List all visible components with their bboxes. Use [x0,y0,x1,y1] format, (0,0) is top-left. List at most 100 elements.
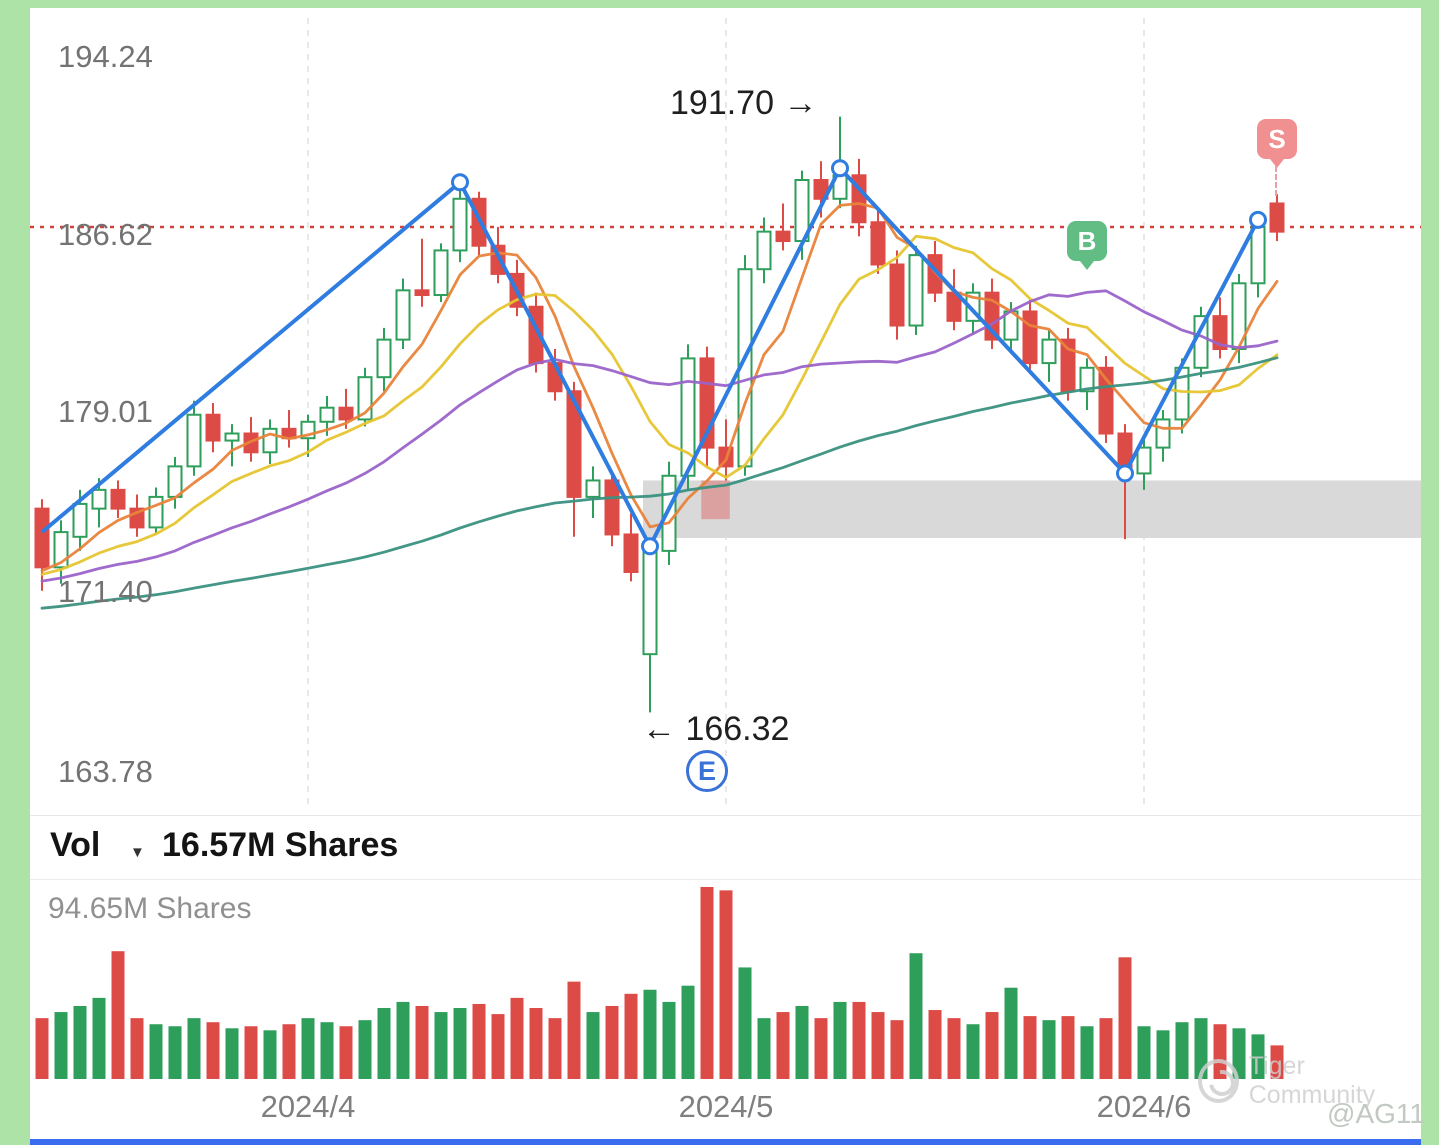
ma20-line [40,289,1279,583]
buy-badge[interactable]: B [1067,221,1107,270]
volume-bar [871,1012,885,1079]
sell-badge[interactable]: S [1257,119,1297,168]
candle-body [319,406,335,423]
trend-vertex [451,173,469,192]
candle-body [642,549,658,656]
candle-body [433,249,449,297]
watermark: Tiger Community [1198,1052,1421,1110]
trend-vertex [641,537,659,556]
volume-bar [54,1012,68,1079]
candle-body [72,502,88,538]
volume-bar [1270,1045,1284,1079]
candle-body [205,413,221,442]
volume-bar [586,1012,600,1079]
volume-bar [1251,1034,1265,1079]
watermark-text: Tiger Community [1248,1052,1376,1109]
volume-bar [111,951,125,1079]
volume-bar [548,1018,562,1079]
candles-layer [34,116,1285,713]
y-axis-label: 179.01 [58,394,153,429]
volume-bar [1232,1028,1246,1079]
volume-bar [206,1022,220,1079]
candle-body [224,432,240,442]
panel-divider [30,815,1421,816]
y-axis-label: 171.40 [58,574,153,609]
volume-bar [1023,1016,1037,1079]
volume-bar [985,1012,999,1079]
candle-body [452,197,468,252]
volume-bar [358,1020,372,1079]
volume-bar [776,1012,790,1079]
volume-bar [1099,1018,1113,1079]
candle-body [1212,315,1228,351]
volume-bar [396,1001,410,1079]
volume-bar [909,953,923,1079]
volume-bar [1004,987,1018,1079]
candle-body [604,479,620,536]
candle-body [148,495,164,529]
volume-bar [168,1026,182,1079]
volume-bar [453,1008,467,1079]
volume-bar [1118,957,1132,1079]
tiger-logo-icon [1198,1059,1239,1103]
trend-vertex [831,159,849,178]
volume-bar [1156,1030,1170,1079]
volume-bar [377,1008,391,1079]
candle-body [623,533,639,574]
volume-bar [510,997,524,1079]
volume-bar [928,1010,942,1079]
volume-bar [187,1018,201,1079]
candle-body [1155,418,1171,449]
x-axis-label: 2024/6 [1096,1089,1192,1124]
volume-bar [814,1018,828,1079]
user-handle: @AG11 [1327,1098,1425,1129]
x-axis-label: 2024/5 [678,1089,774,1124]
volume-bar [1080,1026,1094,1079]
volume-bar [1175,1022,1189,1079]
volume-bar [643,989,657,1079]
volume-bar [301,1018,315,1079]
volume-bar [852,1001,866,1079]
current-volume-value: 16.57M Shares [162,826,399,864]
volume-bar [73,1005,87,1079]
support-zone [643,480,1421,538]
candle-body [186,413,202,468]
candle-body [1041,338,1057,365]
y-axis-label: 186.62 [58,217,153,252]
candle-body [110,488,126,510]
volume-bar [567,981,581,1079]
volume-bar [35,1018,49,1079]
price-chart[interactable] [30,8,1421,818]
candle-body [34,507,50,569]
volume-scale-max: 94.65M Shares [48,892,252,925]
trend-vertex [1116,464,1134,483]
earnings-marker[interactable]: E [686,750,728,792]
volume-bar [890,1020,904,1079]
ma10-line [40,234,1279,576]
volume-chart[interactable] [30,879,1421,1139]
volume-bar [415,1005,429,1079]
volume-title: Vol [50,826,101,864]
candle-body [1269,202,1285,233]
volume-bar [472,1003,486,1079]
volume-bar [947,1018,961,1079]
candle-body [395,289,411,341]
volume-bar [738,967,752,1079]
candle-body [870,221,886,266]
candle-body [1250,225,1266,285]
swing-low-annotation: ← 166.32 [642,710,790,748]
volume-bar [833,1001,847,1079]
swing-high-annotation: 191.70 → [670,84,818,122]
volume-bar [149,1024,163,1079]
chart-panel: 194.24 186.62 179.01 171.40 163.78 191.7… [30,8,1421,1139]
volume-bar [795,1005,809,1079]
volume-bar [624,993,638,1079]
caret-down-icon[interactable]: ▼ [130,844,145,861]
volume-bar [282,1024,296,1079]
candle-body [908,254,924,327]
candle-body [1022,310,1038,365]
candle-body [338,406,354,421]
candle-body [414,289,430,297]
candle-body [585,479,601,498]
